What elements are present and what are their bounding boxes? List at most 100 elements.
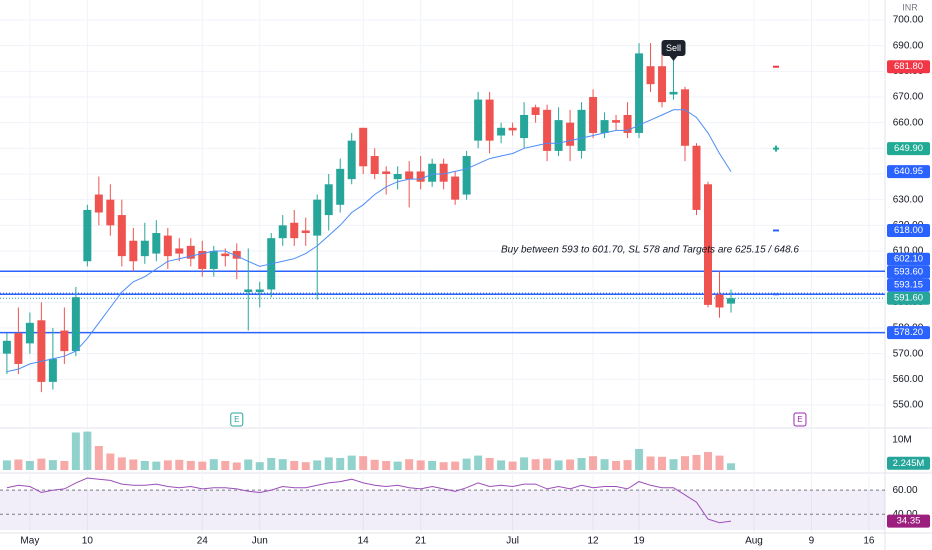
volume-bar [405,459,414,470]
volume-bar [324,457,333,470]
x-tick-label: 24 [197,536,209,547]
candle-body [635,53,644,133]
candle-body [451,176,460,200]
volume-bar [94,445,103,470]
x-tick-label: 10 [82,536,94,547]
event-label: E [234,415,239,424]
sell-pointer [669,56,678,61]
x-tick-label: Jun [252,536,268,547]
x-tick-label: 21 [415,536,427,547]
candle-body [439,163,448,182]
candle-body [612,120,621,123]
volume-badge [887,456,930,470]
volume-bar [612,460,621,470]
candle-body [163,235,172,257]
moving-average [6,109,732,373]
price-badge [887,265,930,279]
price-badge [887,291,930,305]
candle-body [520,114,529,139]
candle-body [600,120,609,133]
candle-body [232,250,241,259]
currency-label: INR [902,2,918,12]
candle-body [94,194,103,213]
rsi-band [0,490,885,530]
volume-bar [37,458,46,470]
volume-bar [439,462,448,470]
price-badge [887,278,930,292]
x-tick-label: 16 [863,536,875,547]
candle-body [577,109,586,151]
candle-body [393,174,402,180]
volume-bar [416,460,425,470]
volume-bar [25,460,34,470]
volume-bar [554,460,563,470]
candle-body [485,99,494,141]
volume-bar [692,454,701,470]
candle-body [428,163,437,182]
volume-bar [635,448,644,470]
candle-body [566,122,575,146]
price-badge-label: 618.00 [894,225,923,236]
volume-bar [278,459,287,470]
volume-bar [106,453,115,470]
candle-body [704,184,712,305]
sell-label: Sell [666,43,681,53]
volume-bar [508,461,517,470]
price-badge-label: 591.60 [894,293,923,304]
candle-body [531,107,540,115]
rsi-pane [0,477,885,530]
candle-body [140,240,149,257]
y-tick-label: 690.00 [893,40,924,51]
y-tick-label: 550.00 [893,400,924,411]
volume-bar [485,457,494,470]
volume-bar [336,457,345,470]
price-badge-label: 578.20 [894,327,923,338]
candle-body [474,99,483,141]
candle-body [589,97,598,133]
volume-badge-label: 2.245M [893,458,925,469]
volume-bar [600,459,609,470]
candle-body [255,289,264,293]
volume-bar [646,456,655,470]
volume-bar [186,460,195,470]
candle-body [382,171,391,175]
volume-bar [71,432,80,470]
candle-body [209,250,218,269]
price-badge-label: 602.10 [894,254,923,265]
volume-tick-label: 10M [892,435,911,446]
candle-body [25,322,34,344]
candle-body [681,89,690,146]
x-tick-label: 12 [588,536,600,547]
candle-body [324,184,333,216]
y-tick-label: 660.00 [893,117,924,128]
price-badge-label: 640.95 [894,166,923,177]
volume-bar [543,458,552,470]
volume-bar [244,459,253,470]
price-badge [887,60,930,74]
y-tick-label: 570.00 [893,348,924,359]
volume-bar [175,459,184,470]
annotation: Buy between 593 to 601.70, SL 578 and Ta… [501,245,799,256]
volume-bar [209,459,218,470]
candle-body [71,297,80,352]
event-icon [230,412,244,427]
price-badge-label: 649.90 [894,143,923,154]
volume-bar [531,459,540,470]
rsi-tick-label: 60.00 [892,485,917,496]
candle-body [106,199,115,226]
candle-body [336,168,345,205]
rsi-tick-label: 40.00 [892,509,917,520]
volume-bar [370,459,379,470]
candle-body [152,233,161,254]
candle-body [726,298,735,304]
candle-body [359,127,368,167]
candle-body [175,248,184,254]
volume-bar [14,459,23,470]
rsi-badge [887,514,930,528]
candle-body [83,209,92,262]
candle-body [658,66,667,103]
candle-body [2,340,11,354]
y-tick-label: 670.00 [893,92,924,103]
candle-body [347,140,356,180]
